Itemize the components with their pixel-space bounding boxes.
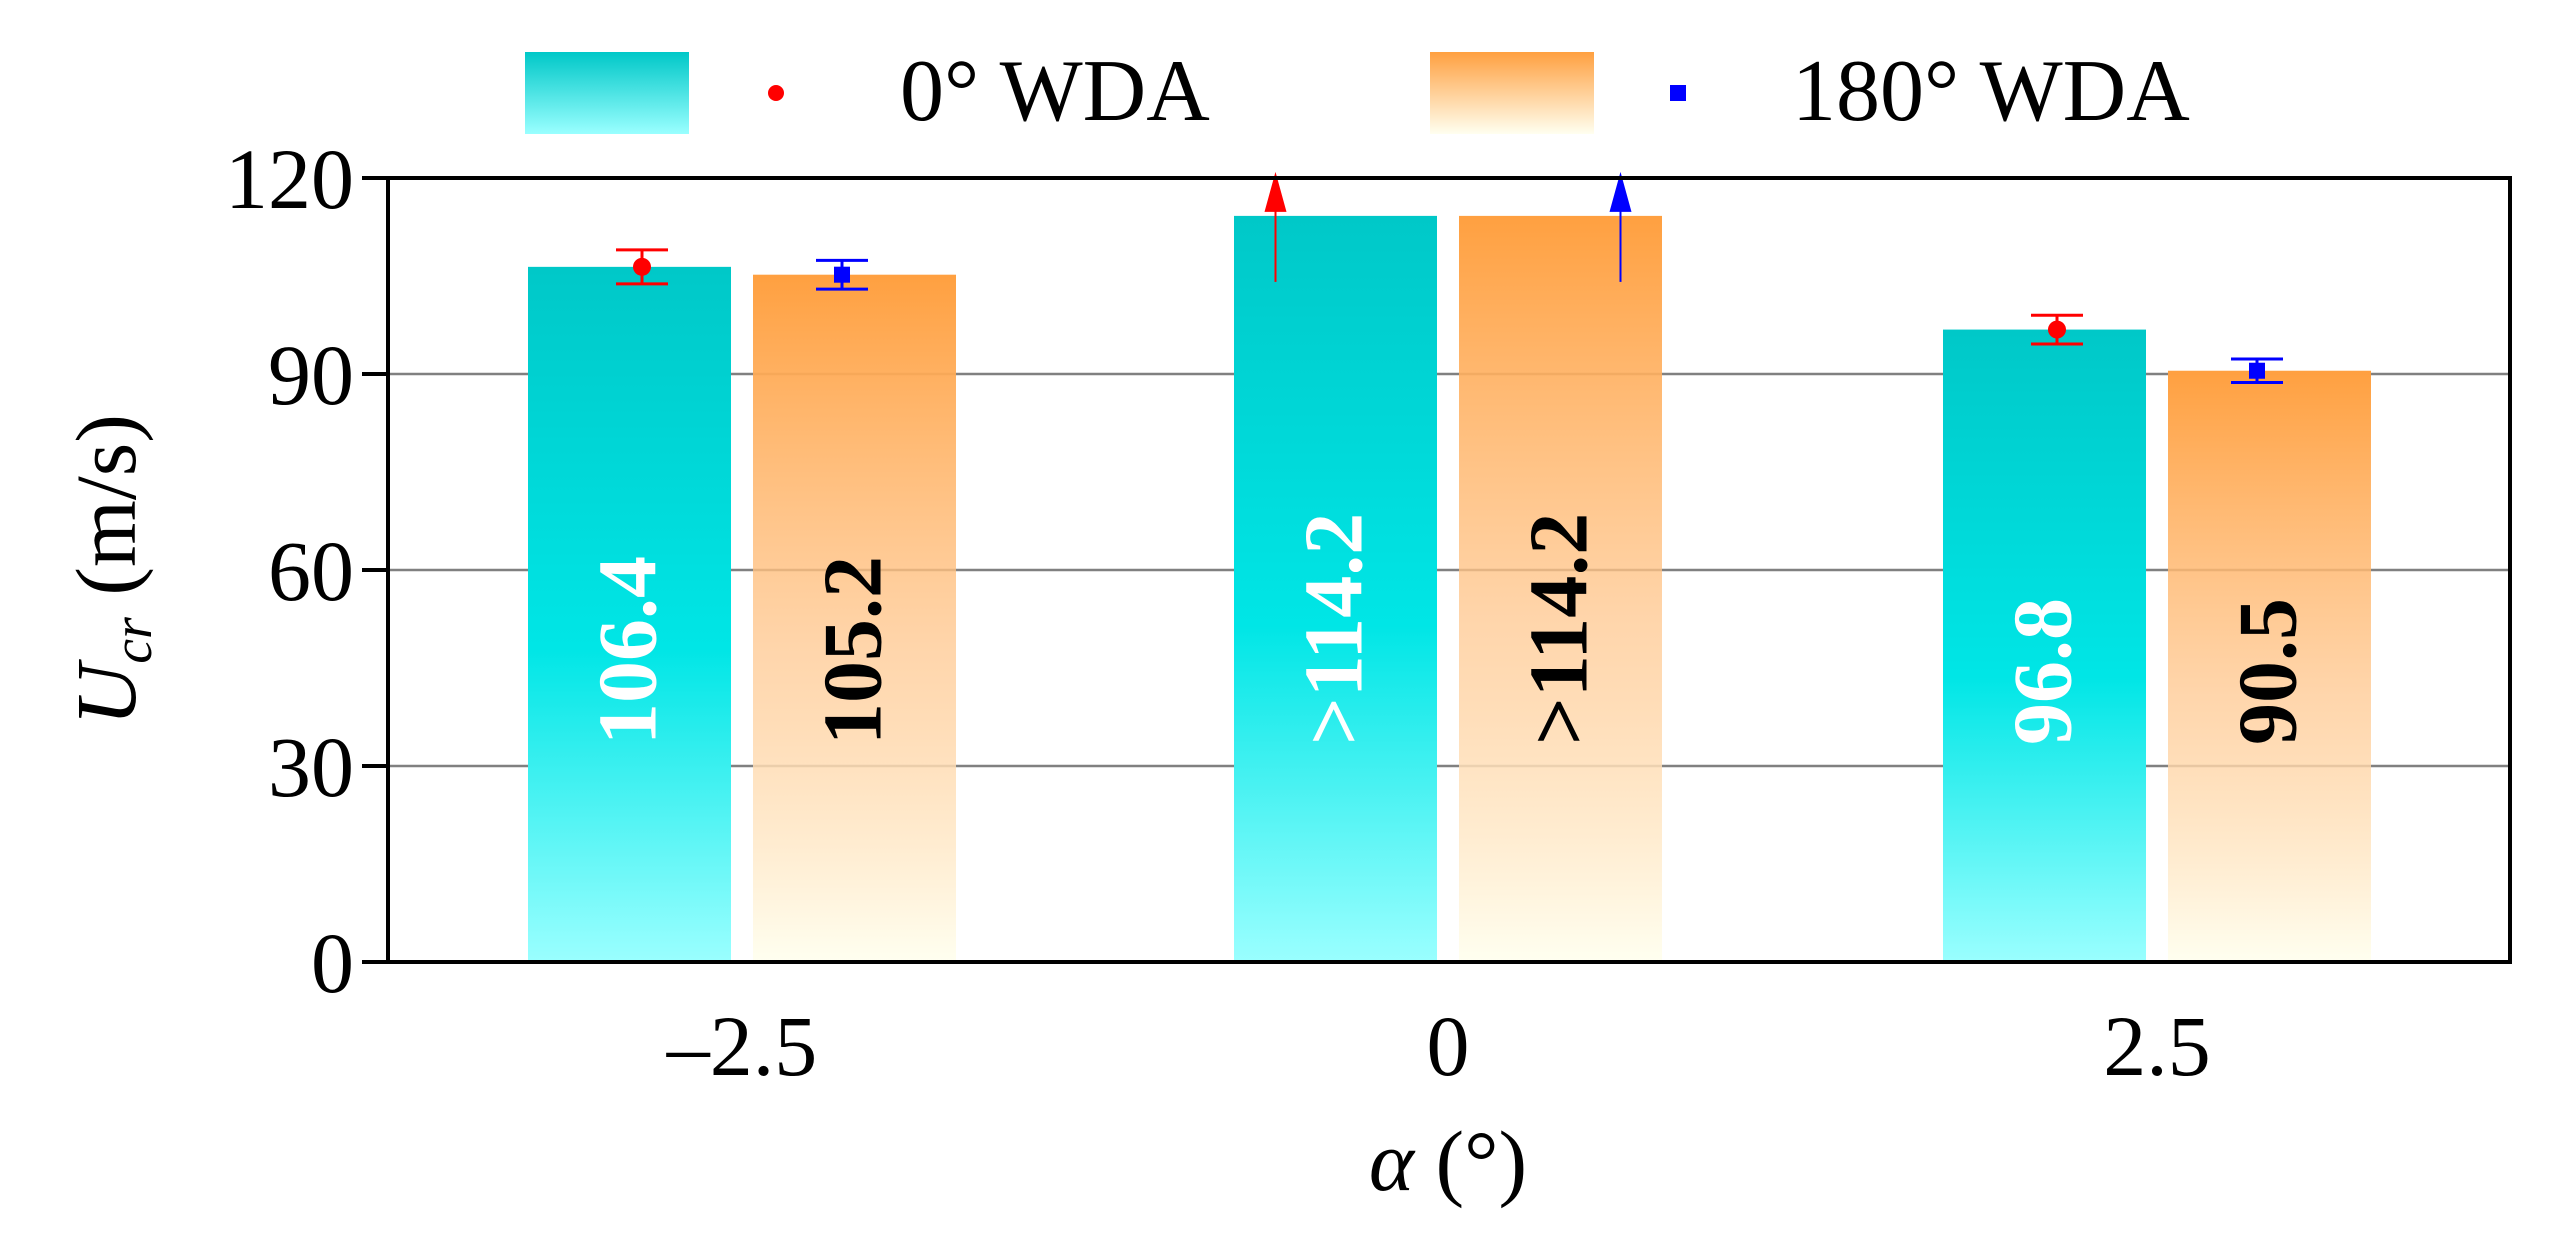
- data-point: [633, 257, 651, 276]
- exceed-arrow-head: [1264, 171, 1287, 212]
- data-label: >114.2: [1288, 513, 1381, 745]
- legend-label-180deg: 180° WDA: [1792, 43, 2190, 140]
- bars: 106.4 105.2 >114.2 >114.2 96.8 90.5: [528, 215, 2371, 963]
- gridlines: [388, 372, 2510, 768]
- data-label: >114.2: [1513, 513, 1606, 745]
- x-tick-label: –2.5: [666, 998, 818, 1094]
- legend-label-0deg: 0° WDA: [900, 43, 1210, 140]
- y-tick-label: 60: [268, 523, 354, 619]
- bar: [1943, 329, 2146, 962]
- bar: [753, 274, 956, 962]
- data-label: 105.2: [807, 556, 900, 745]
- data-label: 106.4: [582, 556, 675, 745]
- y-tick-label: 0: [311, 915, 354, 1011]
- x-tick-label: 0: [1427, 998, 1470, 1094]
- legend-swatch-0deg: [525, 52, 689, 134]
- error-bars: [616, 171, 2283, 384]
- y-axis-title: Ucr (m/s): [58, 414, 164, 726]
- legend-marker-0deg: [768, 85, 784, 101]
- bar: [1234, 215, 1437, 963]
- exceed-arrow-head: [1609, 171, 1632, 212]
- x-axis-title: α (°): [1369, 1113, 1527, 1209]
- bar: [1459, 215, 1662, 963]
- legend-marker-180deg: [1670, 85, 1686, 101]
- y-axis: 0 30 60 90 120: [225, 131, 388, 1011]
- y-tick-label: 30: [268, 719, 354, 815]
- bar: [528, 266, 731, 962]
- x-axis: –2.5 0 2.5: [666, 998, 2211, 1094]
- data-point: [834, 266, 850, 283]
- data-point: [2048, 320, 2066, 339]
- data-label: 90.5: [2222, 598, 2315, 745]
- x-tick-label: 2.5: [2103, 998, 2211, 1094]
- legend-swatch-180deg: [1430, 52, 1594, 134]
- y-tick-label: 90: [268, 327, 354, 423]
- bar: [2168, 370, 2371, 962]
- y-tick-label: 120: [225, 131, 354, 227]
- data-label: 96.8: [1997, 598, 2090, 745]
- data-point: [2249, 362, 2265, 379]
- legend: 0° WDA 180° WDA: [525, 43, 2190, 140]
